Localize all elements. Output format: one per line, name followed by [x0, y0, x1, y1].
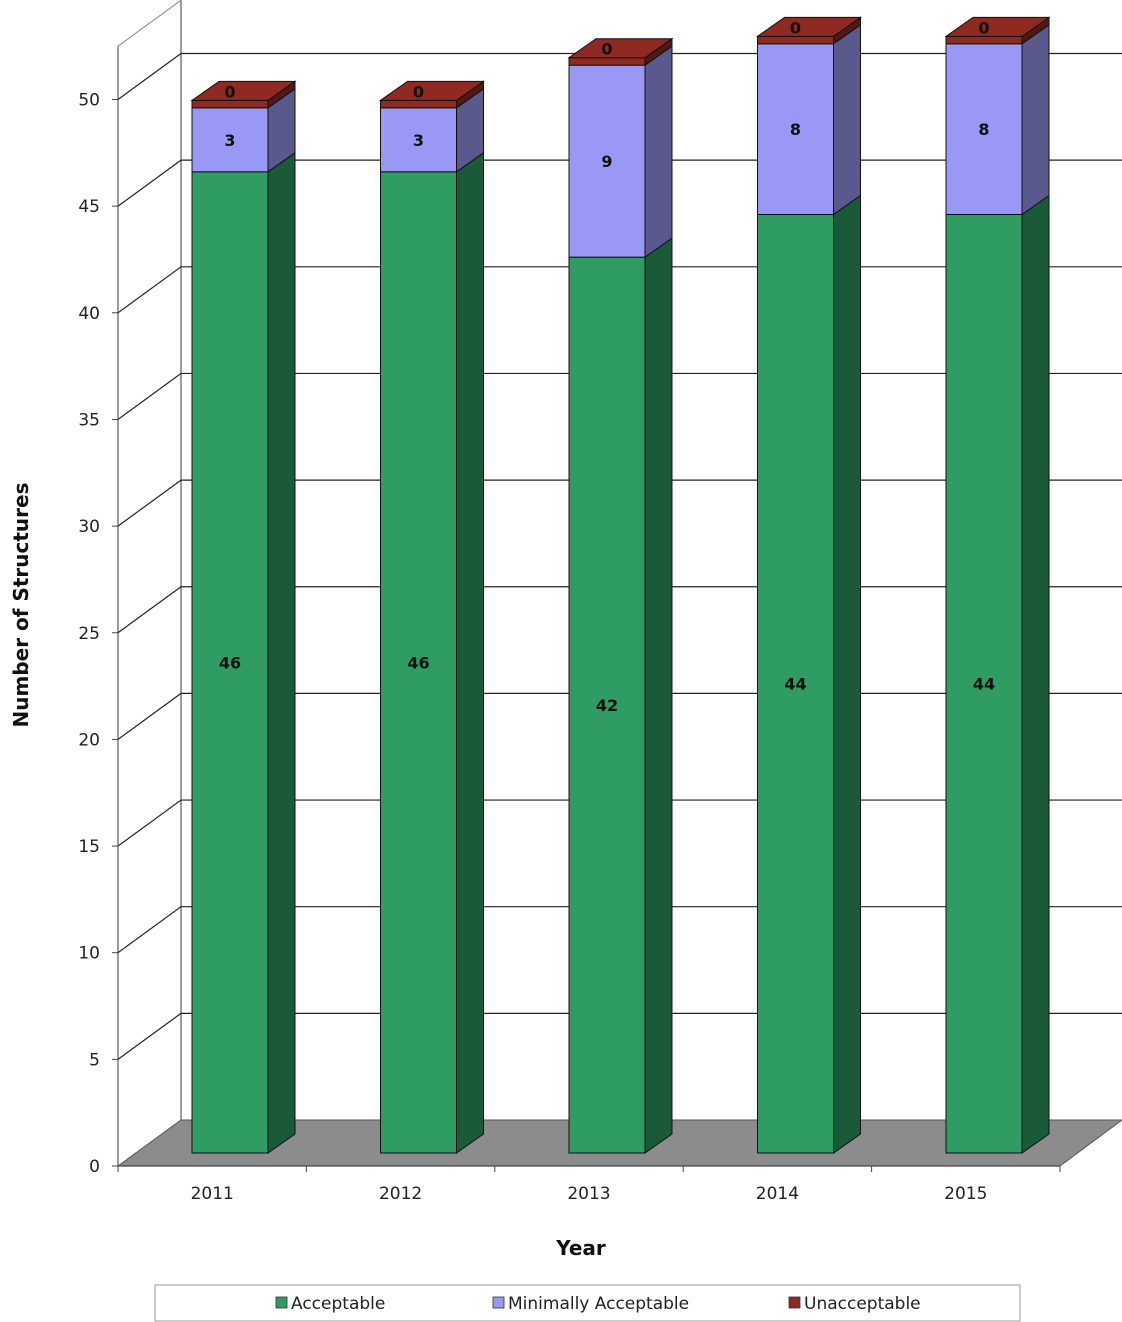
legend-frame: [154, 1284, 1021, 1322]
gridline-side: [117, 692, 182, 740]
y-tick-label: 50: [78, 91, 100, 111]
bar-2012: [378, 80, 486, 1154]
bar-2012-acceptable-side: [456, 151, 484, 1154]
bar-2014-acceptable-side: [833, 194, 861, 1154]
x-axis-title: Year: [555, 1236, 606, 1260]
x-tick-label: 2012: [379, 1184, 422, 1204]
bar-2013-minimally-acceptable-front: [568, 64, 646, 258]
data-label-2015-acceptable: 44: [973, 675, 995, 694]
bar-2013: [567, 37, 674, 1154]
data-label-2013-acceptable: 42: [596, 696, 618, 715]
gridline-side: [117, 906, 182, 954]
bar-2015-unacceptable-front: [945, 35, 1023, 45]
bar-2011-acceptable-side: [267, 151, 296, 1154]
gridline-side: [117, 586, 182, 634]
bar-2013-top: [567, 38, 674, 59]
data-label-2013-minimally-acceptable: 9: [601, 152, 612, 171]
x-tick-label: 2015: [944, 1184, 987, 1204]
data-label-2014-unacceptable: 0: [790, 18, 801, 37]
x-axis-ticks: 2011 2012 2013 2014 2015: [117, 1166, 1061, 1204]
data-label-2011-acceptable: 46: [219, 653, 241, 672]
legend: Acceptable Minimally Acceptable Unaccept…: [154, 1284, 1021, 1322]
bar-2011-top: [190, 80, 297, 101]
gridline-side: [117, 159, 182, 207]
y-tick-label: 10: [78, 944, 100, 964]
bar-2011: [190, 80, 297, 1154]
gridline-side: [117, 53, 182, 100]
bar-2011-unacceptable-front: [191, 99, 269, 109]
y-tick-label: 0: [89, 1157, 100, 1177]
data-label-2012-unacceptable: 0: [413, 82, 424, 101]
y-axis-title: Number of Structures: [9, 483, 33, 728]
bar-2013-acceptable-side: [644, 237, 673, 1154]
legend-swatch-acceptable: [275, 1296, 288, 1309]
gridline-side: [117, 799, 182, 847]
y-tick-label: 25: [78, 624, 100, 644]
bar-2013-minimally-acceptable-side: [644, 45, 673, 259]
bar-2013-acceptable-front: [568, 256, 646, 1154]
x-tick-label: 2013: [567, 1184, 610, 1204]
y-axis-ticks: 0 5 10 15 20 25 30 35 40 45 50: [78, 91, 118, 1177]
x-tick-label: 2014: [756, 1184, 799, 1204]
legend-label-acceptable: Acceptable: [291, 1294, 385, 1314]
data-label-2015-unacceptable: 0: [978, 18, 989, 37]
data-label-2012-acceptable: 46: [407, 653, 429, 672]
data-label-2014-minimally-acceptable: 8: [790, 120, 801, 139]
bar-2015-top: [944, 16, 1051, 37]
data-label-2015-minimally-acceptable: 8: [978, 120, 989, 139]
bar-2014-unacceptable-front: [757, 35, 834, 45]
data-label-2014-acceptable: 44: [784, 675, 806, 694]
y-tick-label: 40: [78, 304, 100, 324]
gridline-side: [117, 479, 182, 527]
bar-2014-minimally-acceptable-side: [833, 23, 861, 216]
bar-2014-minimally-acceptable-front: [757, 43, 834, 215]
legend-label-unacceptable: Unacceptable: [804, 1294, 921, 1314]
bars: [190, 16, 1051, 1154]
bar-2014-top: [755, 16, 863, 37]
side-wall-top-edge: [117, 0, 182, 47]
y-tick-label: 5: [89, 1050, 100, 1070]
gridline-side: [117, 1012, 182, 1060]
data-label-2013-unacceptable: 0: [601, 40, 612, 59]
y-tick-label: 15: [78, 837, 100, 857]
data-label-2012-minimally-acceptable: 3: [413, 131, 424, 150]
legend-label-minimally-acceptable: Minimally Acceptable: [508, 1294, 689, 1314]
bar-2015-acceptable-side: [1021, 194, 1050, 1154]
gridline-side: [117, 372, 182, 420]
legend-swatch-minimally-acceptable: [492, 1296, 505, 1309]
bar-2012-top: [378, 80, 486, 101]
data-label-2011-minimally-acceptable: 3: [224, 131, 235, 150]
chart-walls: [117, 0, 182, 1166]
data-label-2011-unacceptable: 0: [224, 82, 235, 101]
legend-swatch-unacceptable: [788, 1296, 801, 1309]
bar-2013-unacceptable-front: [568, 57, 646, 66]
y-tick-label: 30: [78, 517, 100, 537]
x-tick-label: 2011: [191, 1184, 234, 1204]
bar-2014: [755, 16, 863, 1154]
y-tick-label: 45: [78, 197, 100, 217]
y-tick-label: 35: [78, 410, 100, 430]
bar-2015-minimally-acceptable-front: [945, 43, 1023, 215]
bar-2015: [944, 16, 1051, 1154]
y-tick-label: 20: [78, 730, 100, 750]
bar-2012-minimally-acceptable-front: [380, 107, 457, 173]
bar-2015-minimally-acceptable-side: [1021, 23, 1050, 216]
bar-2012-unacceptable-front: [380, 99, 457, 109]
gridline-side: [117, 266, 182, 314]
